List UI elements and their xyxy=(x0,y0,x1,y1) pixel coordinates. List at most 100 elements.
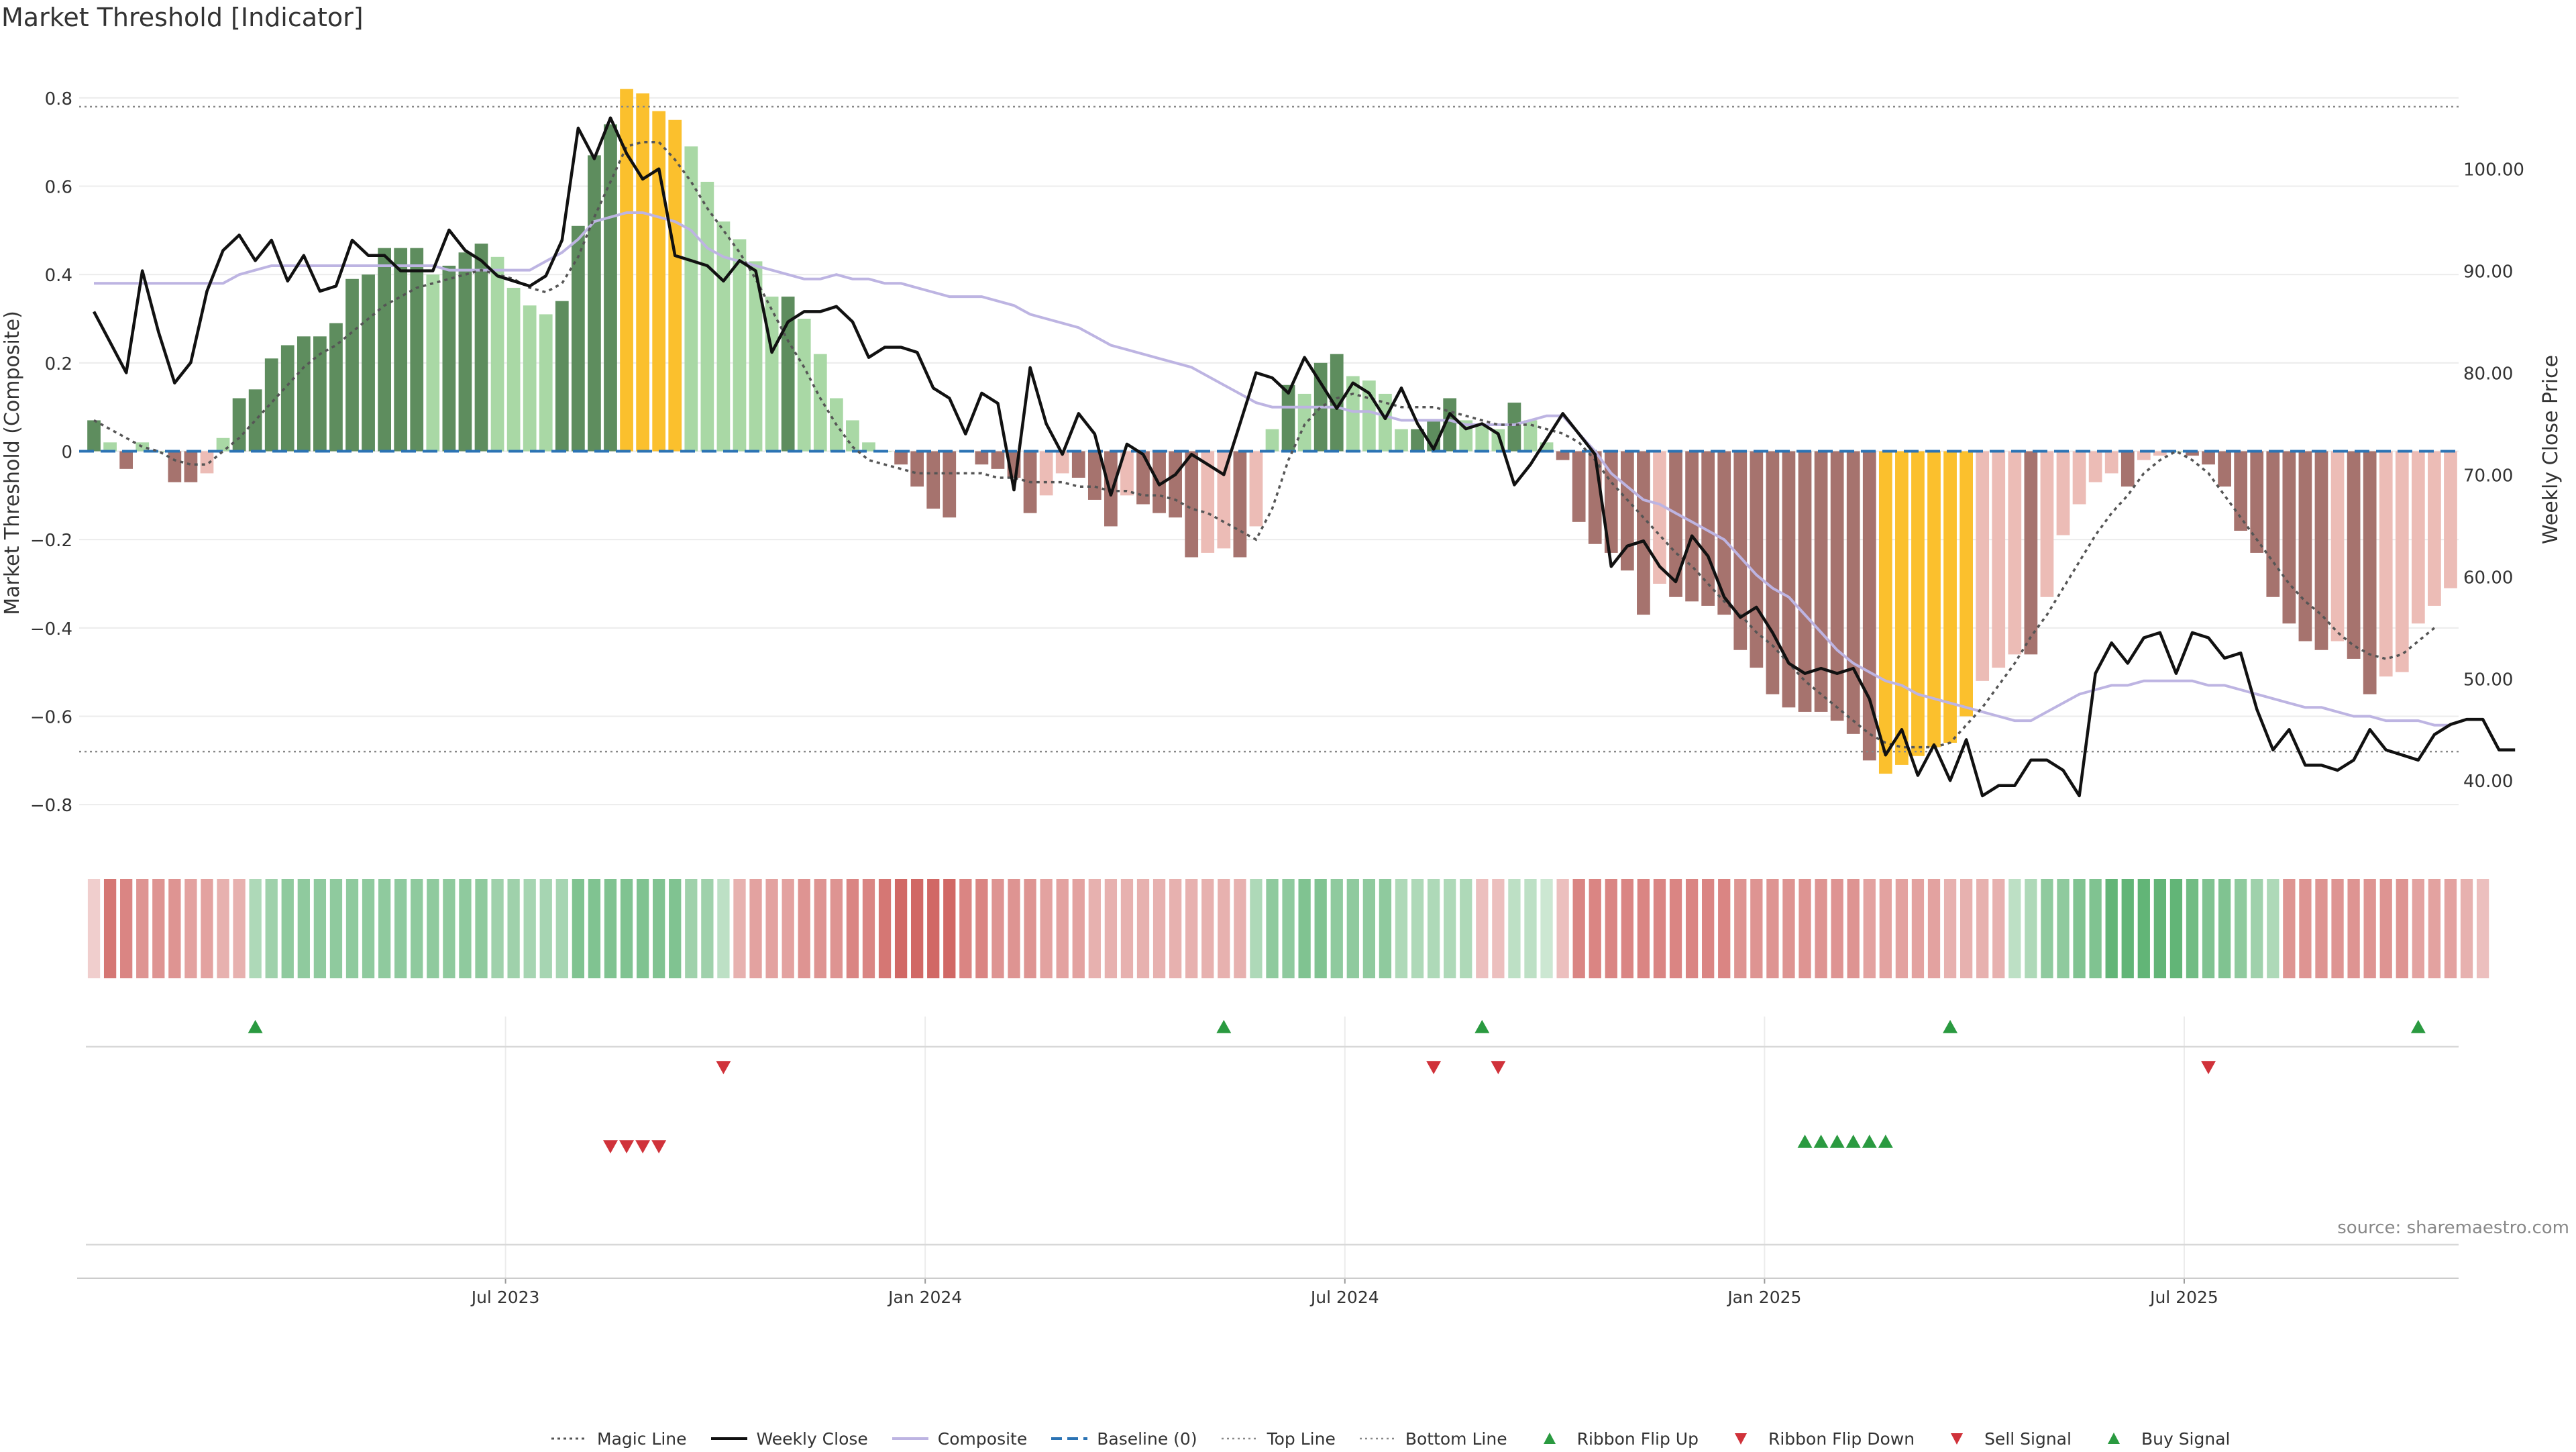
signal-panels xyxy=(77,1020,2459,1279)
ribbon-cell xyxy=(878,879,892,978)
ribbon-cell xyxy=(313,879,327,978)
ribbon-cell xyxy=(1056,879,1069,978)
composite-bar xyxy=(2314,451,2328,650)
ribbon-flip-down-marker xyxy=(1491,1061,1506,1074)
y2-tick-label: 50.00 xyxy=(2463,670,2513,690)
ribbon-cell xyxy=(1379,879,1392,978)
ribbon-cell xyxy=(1831,879,1843,978)
ribbon-flip-up-marker xyxy=(2410,1020,2426,1033)
composite-bar xyxy=(2395,451,2409,672)
y-tick-label: 0.6 xyxy=(45,178,72,198)
ribbon-cell xyxy=(798,879,810,978)
composite-bar xyxy=(2186,451,2199,456)
ribbon-cell xyxy=(2008,879,2021,978)
composite-bar xyxy=(103,442,117,452)
composite-bar xyxy=(1620,451,1634,571)
legend-item: Buy Signal xyxy=(2094,1429,2231,1449)
composite-bar xyxy=(2153,451,2167,456)
ribbon-flip-down-marker xyxy=(716,1061,731,1074)
ribbon-cell xyxy=(1815,879,1827,978)
composite-bar xyxy=(297,336,311,452)
composite-bar xyxy=(2121,451,2135,487)
ribbon-cell xyxy=(265,879,278,978)
triangle-down-icon xyxy=(1734,1433,1747,1445)
legend-label: Ribbon Flip Up xyxy=(1576,1429,1699,1449)
ribbon-flip-up-marker xyxy=(1943,1020,1958,1033)
ribbon-cell xyxy=(1201,879,1214,978)
ribbon-cell xyxy=(1136,879,1150,978)
ribbon-cell xyxy=(297,879,310,978)
legend-label: Ribbon Flip Down xyxy=(1768,1429,1915,1449)
ribbon-cell xyxy=(2025,879,2037,978)
composite-bar xyxy=(1878,451,1892,774)
ribbon-cell xyxy=(2363,879,2376,978)
ribbon-cell xyxy=(1314,879,1327,978)
ribbon-cell xyxy=(2121,879,2134,978)
sell-signal-marker xyxy=(651,1140,667,1153)
y2-tick-label: 80.00 xyxy=(2463,364,2513,384)
composite-bar xyxy=(1297,393,1311,452)
buy-signal-marker xyxy=(1878,1135,1893,1148)
series-lines xyxy=(79,105,2516,798)
ribbon-cell xyxy=(2041,879,2053,978)
ribbon-cell xyxy=(572,879,585,978)
ribbon-cell xyxy=(2202,879,2215,978)
x-tick-label: Jul 2025 xyxy=(2149,1288,2218,1307)
ribbon-cell xyxy=(475,879,488,978)
ribbon-cell xyxy=(1847,879,1860,978)
legend-item: Baseline (0) xyxy=(1050,1429,1197,1449)
ribbon-cell xyxy=(345,879,359,978)
x-tick-label: Jul 2024 xyxy=(1309,1288,1379,1307)
ribbon-cell xyxy=(1911,879,1925,978)
ribbon-cell xyxy=(2460,879,2473,978)
lavender-line-icon xyxy=(892,1437,928,1440)
composite-bar xyxy=(394,248,408,452)
ribbon-cell xyxy=(1476,879,1489,978)
ribbon-cell xyxy=(749,879,762,978)
composite-bar xyxy=(378,248,391,452)
composite-bar xyxy=(1201,451,1215,553)
composite-bar xyxy=(975,451,989,465)
y2-axis-label: Weekly Close Price xyxy=(2539,355,2563,544)
composite-bar xyxy=(1669,451,1682,597)
ribbon-cell xyxy=(201,879,213,978)
dotted-line-icon xyxy=(551,1437,588,1440)
ribbon-cell xyxy=(249,879,262,978)
composite-bar xyxy=(2379,451,2393,677)
ribbon-cell xyxy=(2283,879,2296,978)
ribbon-cell xyxy=(1605,879,1617,978)
ribbon-cell xyxy=(2089,879,2102,978)
composite-bar xyxy=(1556,451,1570,460)
ribbon-cell xyxy=(555,879,568,978)
composite-bar xyxy=(119,451,133,469)
ribbon-cell xyxy=(701,879,714,978)
legend-label: Bottom Line xyxy=(1405,1429,1507,1449)
composite-bar xyxy=(1507,403,1521,452)
composite-bar xyxy=(1992,451,2006,668)
sell-signal-marker xyxy=(619,1140,635,1153)
ribbon-cell xyxy=(1072,879,1085,978)
legend-label: Weekly Close xyxy=(756,1429,868,1449)
legend-item: Composite xyxy=(891,1429,1027,1449)
ribbon-cell xyxy=(1492,879,1505,978)
ribbon-cell xyxy=(943,879,956,978)
composite-bar xyxy=(1169,451,1182,518)
ribbon-cell xyxy=(1282,879,1295,978)
ribbon-cell xyxy=(1702,879,1715,978)
composite-bar xyxy=(523,305,537,452)
ribbon-cell xyxy=(1444,879,1456,978)
composite-bar xyxy=(490,256,504,452)
ribbon-cell xyxy=(2267,879,2279,978)
composite-bar xyxy=(2040,451,2054,597)
ribbon-cell xyxy=(1395,879,1408,978)
composite-bar xyxy=(1523,420,1538,452)
ribbon-cell xyxy=(1185,879,1198,978)
ribbon-cell xyxy=(2315,879,2328,978)
composite-bar xyxy=(1895,451,1909,765)
composite-bar xyxy=(2266,451,2280,597)
ribbon-cell xyxy=(2105,879,2118,978)
ribbon-cell xyxy=(2169,879,2183,978)
ribbon-cell xyxy=(1330,879,1343,978)
ribbon-cell xyxy=(217,879,229,978)
ribbon-cell xyxy=(1799,879,1811,978)
